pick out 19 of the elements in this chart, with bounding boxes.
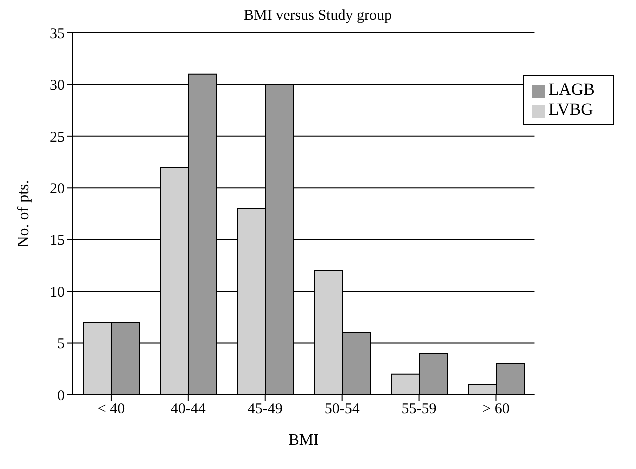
x-axis-title: BMI [288, 432, 319, 449]
legend-label: LAGB [548, 80, 595, 99]
x-tick-label: > 60 [482, 402, 510, 418]
y-axis-title: No. of pts. [16, 180, 33, 248]
legend-label: LVBG [548, 100, 594, 119]
y-tick-label: 5 [58, 336, 65, 353]
y-tick-label: 0 [58, 388, 65, 404]
y-tick-label: 15 [50, 233, 65, 250]
y-tick-label: 25 [50, 130, 65, 146]
x-tick-label: 40-44 [170, 402, 206, 418]
x-tick-label: 55-59 [402, 402, 437, 418]
x-tick-label: < 40 [98, 402, 126, 418]
y-tick-label: 10 [50, 284, 65, 301]
x-tick-label: 50-54 [324, 402, 360, 418]
y-tick-label: 35 [50, 26, 65, 42]
y-tick-label: 30 [50, 78, 65, 94]
chart-title: BMI versus Study group [243, 8, 393, 25]
x-tick-label: 45-49 [248, 402, 283, 418]
y-tick-label: 20 [50, 181, 65, 198]
